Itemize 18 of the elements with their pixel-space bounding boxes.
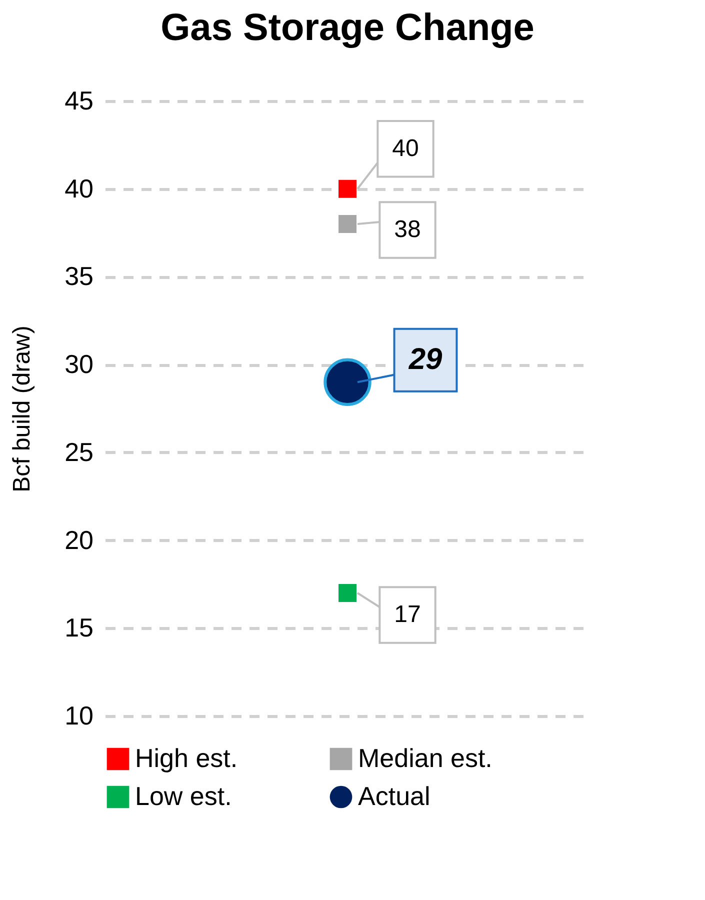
chart-title: Gas Storage Change	[160, 7, 534, 49]
legend-label: Median est.	[358, 743, 492, 773]
y-tick-label: 15	[64, 612, 94, 643]
legend-label: High est.	[135, 743, 238, 773]
data-label: 38	[394, 216, 421, 243]
y-tick-label: 35	[64, 261, 94, 292]
y-tick-label: 40	[64, 173, 94, 204]
legend-label: Actual	[358, 781, 430, 811]
y-tick-label: 45	[64, 86, 94, 116]
y-tick-label: 30	[64, 349, 94, 380]
y-tick-label: 10	[64, 700, 94, 730]
legend-label: Low est.	[135, 781, 232, 811]
y-tick-label: 25	[64, 436, 94, 467]
data-label: 17	[394, 601, 421, 628]
y-axis-title: Bcf build (draw)	[8, 326, 36, 492]
data-label: 29	[408, 343, 442, 376]
y-tick-label: 20	[64, 524, 94, 555]
data-label: 40	[392, 134, 419, 162]
